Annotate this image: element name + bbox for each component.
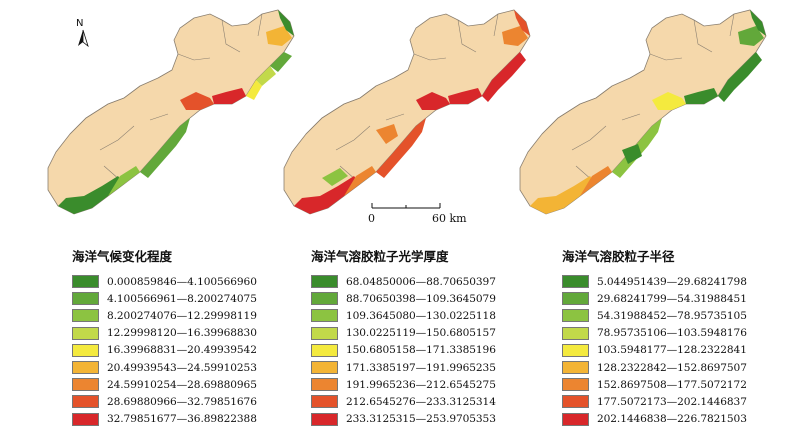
legend-swatch xyxy=(72,326,99,340)
legend-row: 171.3385197—191.9965235 xyxy=(311,359,496,376)
legend-range: 4.100566961—8.200274075 xyxy=(107,292,257,305)
legend-row: 130.0225119—150.6805157 xyxy=(311,325,496,342)
legend-range: 128.2322842—152.8697507 xyxy=(597,361,747,374)
legend-swatch xyxy=(562,361,589,375)
legend-swatch xyxy=(562,326,589,340)
legend-row: 128.2322842—152.8697507 xyxy=(562,359,747,376)
legend-swatch xyxy=(72,343,99,357)
legend-row: 0.000859846—4.100566960 xyxy=(72,273,257,290)
legend-panel-2: 海洋气溶胶粒子光学厚度 68.04850006—88.70650397 88.7… xyxy=(311,246,496,428)
map-panel-2 xyxy=(283,9,531,215)
legend-row: 8.200274076—12.29998119 xyxy=(72,307,257,324)
legend-range: 152.8697508—177.5072172 xyxy=(597,378,747,391)
legend-row: 109.3645080—130.0225118 xyxy=(311,307,496,324)
legend-row: 12.29998120—16.39968830 xyxy=(72,325,257,342)
legend-title: 海洋气溶胶粒子半径 xyxy=(562,249,675,264)
legend-range: 5.044951439—29.68241798 xyxy=(597,275,747,288)
legend-panel-3: 海洋气溶胶粒子半径 5.044951439—29.68241798 29.682… xyxy=(562,246,747,428)
legend-range: 16.39968831—20.49939542 xyxy=(107,344,257,357)
legend-range: 177.5072173—202.1446837 xyxy=(597,395,747,408)
legend-swatch xyxy=(562,343,589,357)
legend-range: 20.49939543—24.59910253 xyxy=(107,361,257,374)
legend-row: 150.6805158—171.3385196 xyxy=(311,342,496,359)
legend-row: 68.04850006—88.70650397 xyxy=(311,273,496,290)
scale-max-label: 60 km xyxy=(432,212,467,225)
legend-title: 海洋气溶胶粒子光学厚度 xyxy=(311,249,449,264)
legend-swatch xyxy=(311,343,338,357)
legend-swatch xyxy=(311,292,338,306)
north-label: N xyxy=(76,18,84,29)
legend-row: 88.70650398—109.3645079 xyxy=(311,290,496,307)
legend-range: 12.29998120—16.39968830 xyxy=(107,327,257,340)
legend-range: 233.3125315—253.9705353 xyxy=(346,413,496,426)
legend-range: 8.200274076—12.29998119 xyxy=(107,309,257,322)
legend-swatch xyxy=(72,292,99,306)
map-panel-3 xyxy=(519,9,767,215)
legend-swatch xyxy=(72,378,99,392)
legend-range: 202.1446838—226.7821503 xyxy=(597,413,747,426)
legend-row: 28.69880966—32.79851676 xyxy=(72,393,257,410)
scale-zero-label: 0 xyxy=(368,212,375,225)
legend-range: 0.000859846—4.100566960 xyxy=(107,275,257,288)
legend-range: 68.04850006—88.70650397 xyxy=(346,275,496,288)
legend-row: 103.5948177—128.2322841 xyxy=(562,342,747,359)
legend-range: 54.31988452—78.95735105 xyxy=(597,309,747,322)
legend-row: 5.044951439—29.68241798 xyxy=(562,273,747,290)
legend-swatch xyxy=(72,361,99,375)
legend-swatch xyxy=(562,412,589,426)
legend-row: 152.8697508—177.5072172 xyxy=(562,376,747,393)
legend-range: 78.95735106—103.5948176 xyxy=(597,327,747,340)
legend-swatch xyxy=(562,292,589,306)
legend-row: 32.79851677—36.89822388 xyxy=(72,411,257,428)
legend-row: 29.68241799—54.31988451 xyxy=(562,290,747,307)
legend-swatch xyxy=(311,361,338,375)
legend-swatch xyxy=(562,378,589,392)
legend-swatch xyxy=(72,412,99,426)
legend-row: 16.39968831—20.49939542 xyxy=(72,342,257,359)
legend-range: 109.3645080—130.0225118 xyxy=(346,309,496,322)
legend-range: 24.59910254—28.69880965 xyxy=(107,378,257,391)
legend-title: 海洋气候变化程度 xyxy=(72,249,173,264)
legend-row: 191.9965236—212.6545275 xyxy=(311,376,496,393)
legend-swatch xyxy=(562,275,589,289)
legend-row: 202.1446838—226.7821503 xyxy=(562,411,747,428)
legend-range: 191.9965236—212.6545275 xyxy=(346,378,496,391)
legend-range: 88.70650398—109.3645079 xyxy=(346,292,496,305)
legend-row: 78.95735106—103.5948176 xyxy=(562,325,747,342)
legend-row: 4.100566961—8.200274075 xyxy=(72,290,257,307)
legend-swatch xyxy=(72,309,99,323)
legend-swatch xyxy=(311,395,338,409)
legend-row: 177.5072173—202.1446837 xyxy=(562,393,747,410)
legend-row: 24.59910254—28.69880965 xyxy=(72,376,257,393)
legend-swatch xyxy=(72,395,99,409)
legend-range: 150.6805158—171.3385196 xyxy=(346,344,496,357)
legend-range: 130.0225119—150.6805157 xyxy=(346,327,496,340)
scale-bar-graphic xyxy=(371,203,441,209)
legend-swatch xyxy=(562,309,589,323)
north-arrow-icon xyxy=(78,29,89,48)
legend-range: 212.6545276—233.3125314 xyxy=(346,395,496,408)
legend-swatch xyxy=(311,275,338,289)
legend-swatch xyxy=(311,326,338,340)
maps-area xyxy=(47,9,767,215)
legend-swatch xyxy=(72,275,99,289)
legend-range: 103.5948177—128.2322841 xyxy=(597,344,747,357)
legend-panel-1: 海洋气候变化程度 0.000859846—4.100566960 4.10056… xyxy=(72,246,257,428)
legend-range: 32.79851677—36.89822388 xyxy=(107,413,257,426)
legend-row: 212.6545276—233.3125314 xyxy=(311,393,496,410)
legend-range: 171.3385197—191.9965235 xyxy=(346,361,496,374)
legend-swatch xyxy=(311,378,338,392)
legend-swatch xyxy=(562,395,589,409)
legend-row: 20.49939543—24.59910253 xyxy=(72,359,257,376)
legend-row: 233.3125315—253.9705353 xyxy=(311,411,496,428)
legend-range: 28.69880966—32.79851676 xyxy=(107,395,257,408)
legend-range: 29.68241799—54.31988451 xyxy=(597,292,747,305)
legend-swatch xyxy=(311,412,338,426)
legend-swatch xyxy=(311,309,338,323)
legend-row: 54.31988452—78.95735105 xyxy=(562,307,747,324)
map-panel-1 xyxy=(47,9,295,215)
